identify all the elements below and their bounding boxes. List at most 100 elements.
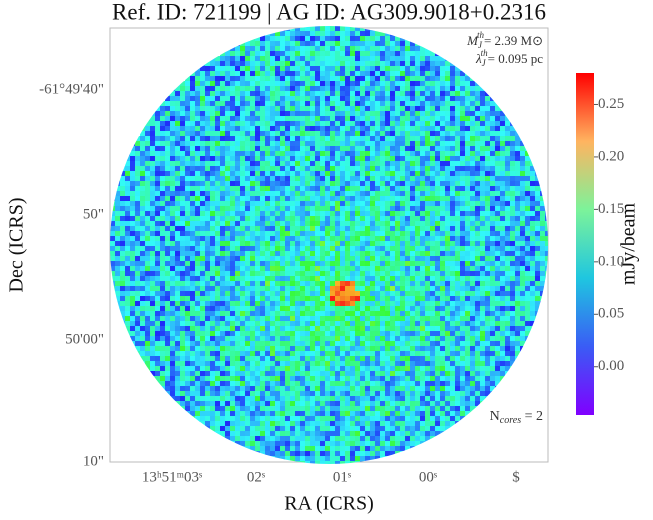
map-pixel [285,176,290,181]
map-pixel [490,306,495,311]
map-pixel [390,76,395,81]
map-pixel [240,271,245,276]
map-pixel [535,306,540,311]
map-pixel [245,306,250,311]
map-pixel [255,121,260,126]
map-pixel [475,201,480,206]
map-pixel [220,296,225,301]
map-pixel [285,126,290,131]
map-pixel [465,341,470,346]
map-pixel [490,276,495,281]
map-pixel [310,111,315,116]
map-pixel [255,231,260,236]
map-pixel [330,336,335,341]
map-pixel [345,136,350,141]
map-pixel [465,111,470,116]
map-pixel [350,306,355,311]
map-pixel [235,296,240,301]
map-pixel [505,296,510,301]
map-pixel [495,261,500,266]
map-pixel [255,46,260,51]
map-pixel [350,86,355,91]
map-pixel [330,171,335,176]
map-pixel [385,226,390,231]
map-pixel [175,296,180,301]
map-pixel [335,271,340,276]
map-pixel [385,66,390,71]
map-pixel [465,261,470,266]
map-pixel [220,201,225,206]
map-pixel [370,91,375,96]
map-pixel [180,166,185,171]
map-pixel [185,121,190,126]
map-pixel [455,301,460,306]
map-pixel [220,246,225,251]
map-pixel [385,191,390,196]
map-pixel [165,176,170,181]
map-pixel [310,311,315,316]
map-pixel [180,321,185,326]
map-pixel [400,56,405,61]
map-pixel [365,286,370,291]
map-pixel [475,321,480,326]
map-pixel [370,351,375,356]
map-pixel [160,296,165,301]
map-pixel [235,81,240,86]
map-pixel [230,301,235,306]
map-pixel [220,71,225,76]
map-pixel [410,311,415,316]
map-pixel [470,236,475,241]
map-pixel [300,296,305,301]
map-pixel [470,161,475,166]
map-pixel [405,201,410,206]
map-pixel [345,96,350,101]
map-pixel [170,266,175,271]
map-pixel [150,211,155,216]
map-pixel [495,106,500,111]
map-pixel [280,146,285,151]
map-pixel [400,196,405,201]
map-pixel [330,266,335,271]
map-pixel [315,336,320,341]
map-pixel [150,191,155,196]
map-pixel [490,126,495,131]
map-pixel [335,236,340,241]
map-pixel [480,176,485,181]
map-pixel [380,106,385,111]
map-pixel [480,106,485,111]
map-pixel [355,306,360,311]
map-pixel [150,116,155,121]
map-pixel [305,351,310,356]
map-pixel [400,261,405,266]
map-pixel [365,126,370,131]
map-pixel [115,216,120,221]
map-pixel [485,296,490,301]
map-pixel [495,136,500,141]
map-pixel [400,201,405,206]
map-pixel [145,286,150,291]
map-pixel [425,261,430,266]
map-pixel [485,206,490,211]
map-pixel [500,331,505,336]
map-pixel [135,211,140,216]
map-pixel [245,231,250,236]
map-pixel [455,121,460,126]
map-pixel [285,236,290,241]
map-pixel [385,56,390,61]
map-pixel [365,46,370,51]
map-pixel [250,111,255,116]
map-pixel [140,256,145,261]
map-pixel [380,311,385,316]
map-pixel [265,236,270,241]
map-pixel [325,61,330,66]
map-pixel [510,281,515,286]
map-pixel [190,186,195,191]
map-pixel [260,161,265,166]
map-pixel [310,336,315,341]
map-pixel [235,86,240,91]
map-pixel [470,141,475,146]
map-pixel [415,76,420,81]
map-pixel [460,86,465,91]
map-pixel [175,266,180,271]
map-pixel [270,321,275,326]
